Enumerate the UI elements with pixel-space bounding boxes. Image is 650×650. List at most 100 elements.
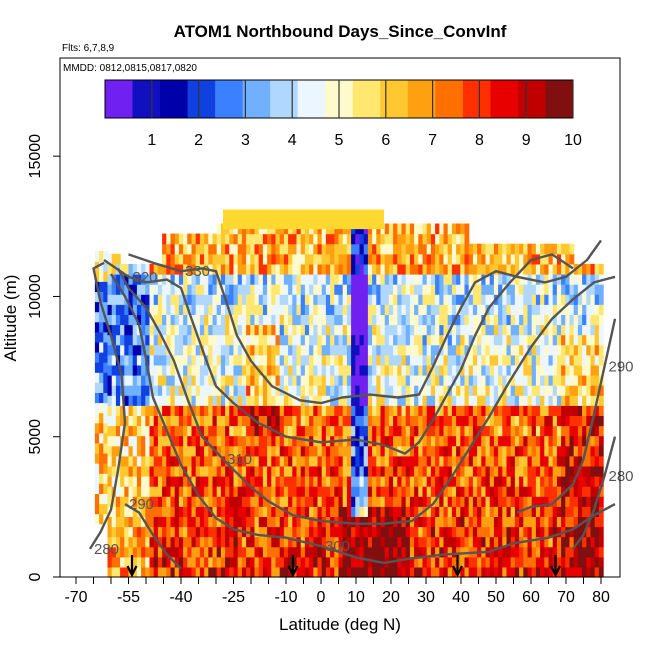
heatmap-cell xyxy=(141,486,146,497)
heatmap-cell xyxy=(338,405,344,416)
heatmap-cell xyxy=(426,385,432,396)
heatmap-cell xyxy=(309,536,314,548)
heatmap-cell xyxy=(233,314,239,326)
heatmap-cell xyxy=(162,304,167,315)
heatmap-cell xyxy=(149,556,155,568)
heatmap-cell xyxy=(405,405,411,416)
heatmap-cell xyxy=(531,405,537,416)
heatmap-cell xyxy=(401,385,407,396)
heatmap-cell xyxy=(330,476,335,487)
heatmap-cell xyxy=(556,536,562,548)
heatmap-cell xyxy=(279,415,285,427)
heatmap-cell xyxy=(393,526,398,538)
heatmap-cell xyxy=(208,445,214,457)
heatmap-cell xyxy=(561,385,566,396)
heatmap-cell xyxy=(99,442,104,454)
heatmap-cell xyxy=(325,486,331,497)
heatmap-cell xyxy=(435,304,440,315)
heatmap-cell xyxy=(397,496,403,507)
y-tick-label: 0 xyxy=(27,572,44,581)
heatmap-cell xyxy=(275,263,281,275)
heatmap-cell xyxy=(124,445,130,457)
heatmap-cell xyxy=(334,486,340,497)
heatmap-cell xyxy=(367,243,373,255)
heatmap-cell xyxy=(216,395,222,406)
heatmap-cell xyxy=(330,455,335,467)
heatmap-cell xyxy=(586,465,592,477)
heatmap-cell xyxy=(393,253,398,265)
heatmap-cell xyxy=(460,476,466,487)
heatmap-cell xyxy=(456,243,461,255)
heatmap-cell xyxy=(359,385,365,396)
heatmap-cell xyxy=(115,334,121,346)
heatmap-cell xyxy=(103,341,109,353)
heatmap-cell xyxy=(136,496,142,507)
heatmap-cell xyxy=(586,486,592,497)
heatmap-cell xyxy=(338,294,344,305)
heatmap-cell xyxy=(275,364,281,376)
heatmap-cell xyxy=(527,465,533,477)
flight-marker-arrowhead xyxy=(550,565,561,578)
heatmap-cell xyxy=(523,506,529,517)
heatmap-cell xyxy=(561,375,566,386)
heatmap-cell xyxy=(384,314,390,326)
heatmap-cell xyxy=(460,263,466,275)
heatmap-cell xyxy=(275,233,281,245)
heatmap-cell xyxy=(204,465,209,477)
heatmap-cell xyxy=(510,253,516,265)
heatmap-cell xyxy=(460,385,466,396)
heatmap-cell xyxy=(325,566,331,578)
heatmap-cell xyxy=(346,314,352,326)
heatmap-cell xyxy=(443,516,449,528)
heatmap-cell xyxy=(540,385,545,396)
heatmap-cell xyxy=(565,415,571,427)
heatmap-cell xyxy=(229,516,235,528)
heatmap-cell xyxy=(460,516,466,528)
heatmap-cell xyxy=(275,435,281,447)
heatmap-cell xyxy=(153,415,159,427)
heatmap-cell xyxy=(296,364,302,376)
heatmap-cell xyxy=(309,294,314,305)
heatmap-cell xyxy=(258,526,264,538)
heatmap-cell xyxy=(162,243,167,255)
heatmap-cell xyxy=(149,435,155,447)
heatmap-cell xyxy=(208,294,214,305)
heatmap-cell xyxy=(246,546,251,558)
heatmap-cell xyxy=(94,493,100,505)
heatmap-cell xyxy=(321,274,327,285)
heatmap-cell xyxy=(477,405,482,416)
heatmap-cell xyxy=(191,364,197,376)
heatmap-cell xyxy=(229,496,235,507)
heatmap-cell xyxy=(430,344,436,356)
heatmap-cell xyxy=(225,435,230,447)
heatmap-cell xyxy=(405,354,411,366)
heatmap-cell xyxy=(439,253,445,265)
heatmap-cell xyxy=(523,344,529,356)
heatmap-cell xyxy=(447,486,453,497)
heatmap-cell xyxy=(485,556,491,568)
heatmap-cell xyxy=(103,442,109,454)
heatmap-cell xyxy=(468,455,474,467)
heatmap-cell xyxy=(472,284,478,295)
heatmap-cell xyxy=(283,526,289,538)
heatmap-cell xyxy=(451,556,457,568)
heatmap-cell xyxy=(573,445,579,457)
heatmap-cell xyxy=(279,476,285,487)
heatmap-cell xyxy=(351,476,356,487)
heatmap-cell xyxy=(212,385,218,396)
heatmap-cell xyxy=(166,566,172,578)
heatmap-cell xyxy=(598,405,604,416)
heatmap-cell xyxy=(237,415,243,427)
heatmap-cell xyxy=(409,223,415,235)
heatmap-cell xyxy=(573,314,579,326)
heatmap-cell xyxy=(267,405,272,416)
heatmap-cell xyxy=(519,395,524,406)
heatmap-cell xyxy=(485,496,491,507)
heatmap-cell xyxy=(250,435,256,447)
heatmap-cell xyxy=(288,304,293,315)
heatmap-cell xyxy=(586,425,592,437)
heatmap-cell xyxy=(598,516,604,528)
heatmap-cell xyxy=(304,556,310,568)
heatmap-cell xyxy=(107,556,113,568)
heatmap-cell xyxy=(388,324,394,336)
